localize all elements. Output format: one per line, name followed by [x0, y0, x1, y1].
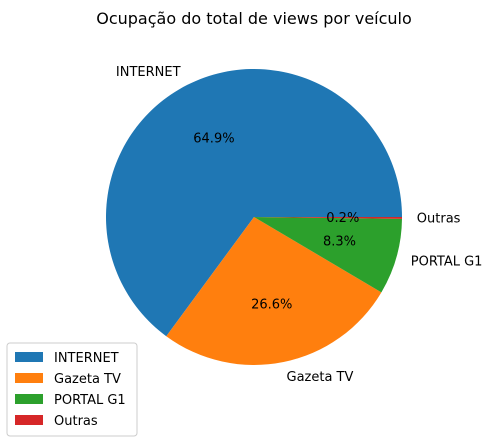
pie-slice-gazeta-tv: [166, 217, 382, 366]
slice-label: Gazeta TV: [287, 370, 354, 385]
slice-percent-label: 26.6%: [251, 298, 292, 313]
slice-percent-label: 8.3%: [323, 234, 356, 249]
legend-label: INTERNET: [54, 351, 119, 366]
slice-percent-label: 64.9%: [193, 131, 234, 146]
slice-label: PORTAL G1: [411, 254, 483, 269]
legend-frame: [6, 342, 138, 437]
legend: INTERNET Gazeta TV PORTAL G1 Outras: [6, 342, 138, 437]
legend-swatch: [15, 415, 43, 425]
pie-slices: [106, 69, 403, 366]
slice-label: INTERNET: [116, 65, 181, 80]
pie-slice-portal-g1: [254, 217, 402, 293]
legend-label: Gazeta TV: [54, 372, 121, 387]
legend-swatch: [15, 394, 43, 404]
pie-slice-internet: [106, 69, 402, 337]
legend-label: PORTAL G1: [54, 393, 126, 408]
chart-title: Ocupação do total de views por veículo: [96, 9, 412, 28]
legend-swatch: [15, 352, 43, 362]
pie-labels: INTERNET 64.9% Gazeta TV 26.6% PORTAL G1 8.3%…: [116, 65, 483, 385]
slice-label: Outras: [417, 212, 461, 227]
legend-label: Outras: [54, 414, 98, 429]
legend-swatch: [15, 373, 43, 383]
slice-percent-label: 0.2%: [326, 211, 359, 226]
pie-slice-outras: [254, 217, 403, 219]
